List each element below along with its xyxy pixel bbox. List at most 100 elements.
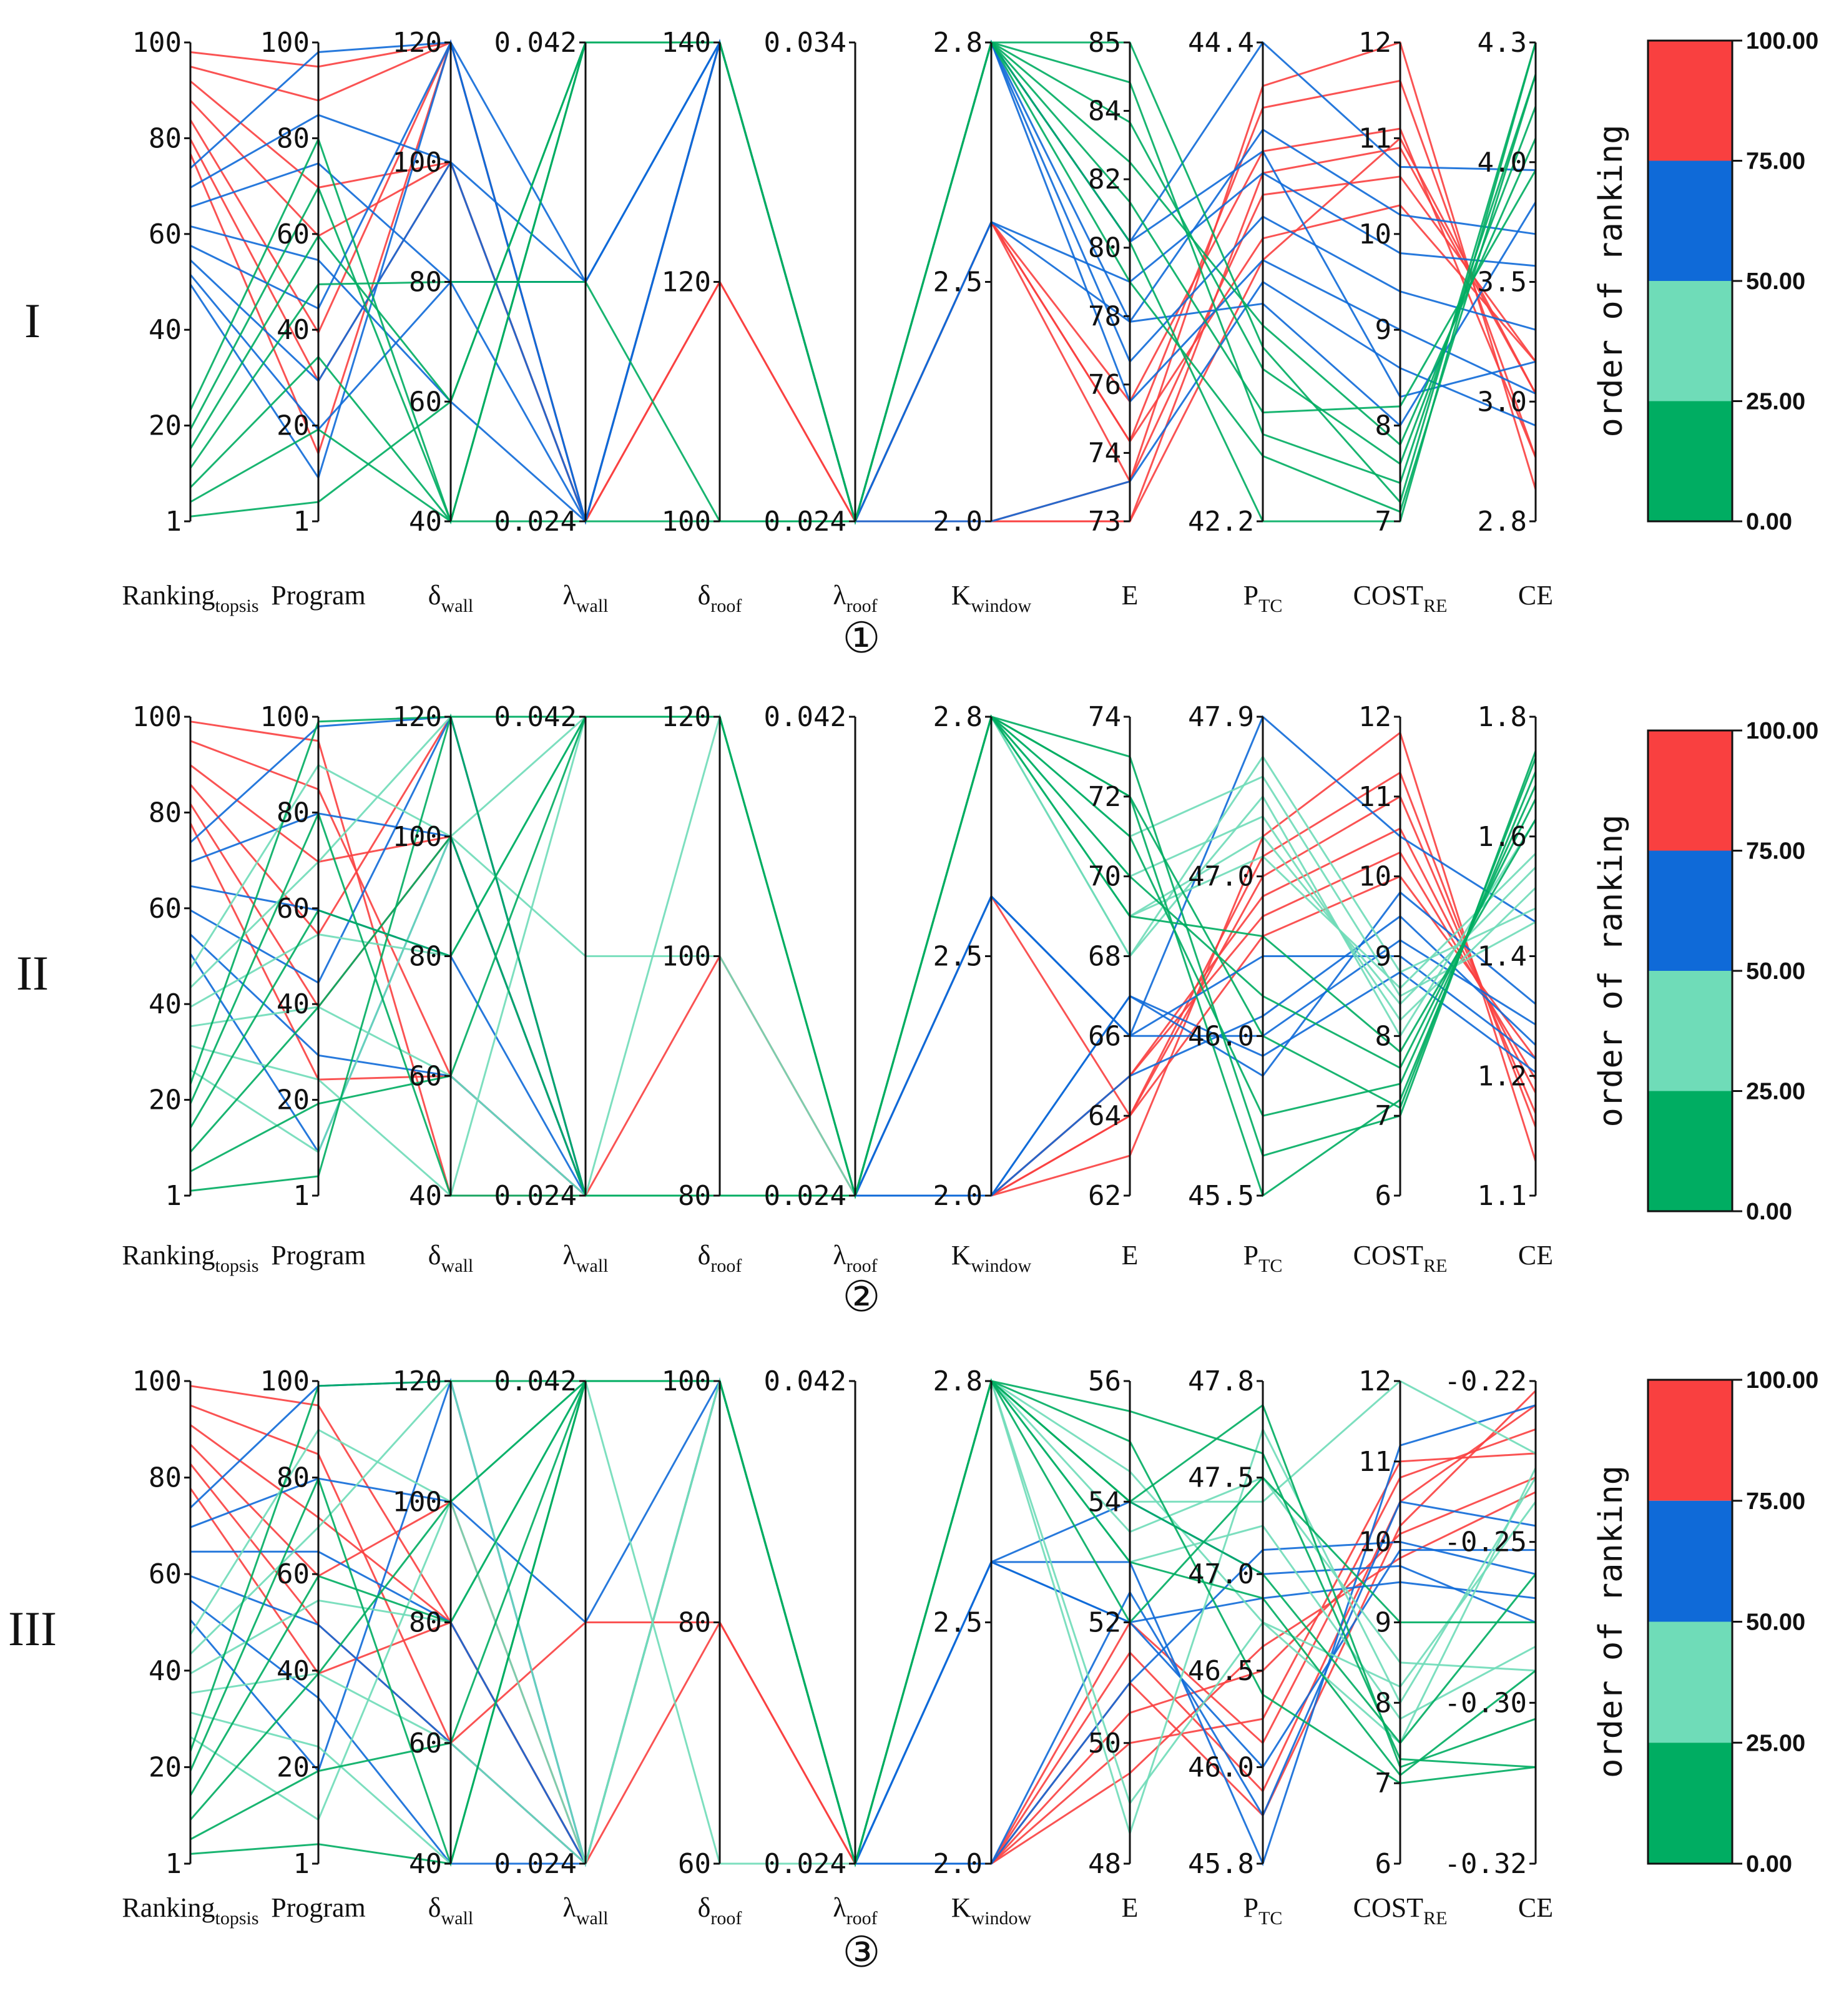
axis-name-lroof: λroof xyxy=(833,1892,877,1929)
colorbar-tick-label: 50.00 xyxy=(1746,268,1805,295)
tick-label-kwin: 2.5 xyxy=(933,1607,983,1639)
tick-label-E: 73 xyxy=(1088,506,1121,538)
tick-label-rank: 100 xyxy=(132,1365,182,1397)
colorbar: 100.00 75.00 50.00 25.00 0.00 order of rankin… xyxy=(1592,28,1818,535)
tick-label-rank: 80 xyxy=(149,122,182,154)
tick-label-rank: 80 xyxy=(149,1462,182,1494)
colorbar-tick-label: 75.00 xyxy=(1746,838,1805,865)
colorbar-tick-label: 25.00 xyxy=(1746,1079,1805,1105)
series-1-line-4 xyxy=(190,1377,1536,1867)
tick-label-rank: 1 xyxy=(165,1180,182,1212)
axis-subscript: wall xyxy=(576,596,609,616)
tick-label-COST: 10 xyxy=(1358,219,1391,250)
tick-label-PTC: 47.0 xyxy=(1188,1558,1254,1590)
tick-label-dwall: 120 xyxy=(393,27,442,59)
tick-label-program: 1 xyxy=(293,1848,310,1880)
tick-label-program: 1 xyxy=(293,506,310,538)
tick-label-E: 72 xyxy=(1088,781,1121,813)
axis-subscript: wall xyxy=(441,1256,474,1276)
tick-label-droof: 120 xyxy=(662,267,711,298)
tick-label-program: 100 xyxy=(260,27,310,59)
axis-name-PTC: PTC xyxy=(1243,1892,1283,1929)
tick-label-COST: 12 xyxy=(1358,701,1391,733)
tick-label-COST: 11 xyxy=(1358,1446,1391,1478)
tick-label-E: 74 xyxy=(1088,437,1121,469)
tick-label-E: 76 xyxy=(1088,369,1121,401)
axis-subscript: roof xyxy=(846,1908,878,1929)
tick-label-program: 40 xyxy=(277,988,310,1020)
tick-label-lwall: 0.042 xyxy=(494,1365,577,1397)
tick-label-program: 20 xyxy=(277,1751,310,1783)
colorbar-segment xyxy=(1648,1380,1732,1501)
colorbar: 100.00 75.00 50.00 25.00 0.00 order of rankin… xyxy=(1592,1367,1818,1877)
tick-label-dwall: 60 xyxy=(409,386,442,418)
tick-label-E: 52 xyxy=(1088,1607,1121,1639)
tick-label-droof: 100 xyxy=(662,506,711,538)
axis-name-dwall: δwall xyxy=(428,1240,473,1276)
axis-subscript: RE xyxy=(1423,596,1447,616)
tick-label-PTC: 47.9 xyxy=(1188,701,1254,733)
tick-label-COST: 8 xyxy=(1375,1687,1392,1719)
tick-label-PTC: 46.0 xyxy=(1188,1751,1254,1783)
axis-name-program: Program xyxy=(271,580,366,611)
axis-subscript: topsis xyxy=(215,596,259,616)
tick-label-kwin: 2.5 xyxy=(933,267,983,298)
tick-label-CE: -0.32 xyxy=(1444,1848,1527,1880)
tick-label-kwin: 2.8 xyxy=(933,701,983,733)
tick-label-E: 48 xyxy=(1088,1848,1121,1880)
tick-label-E: 50 xyxy=(1088,1728,1121,1759)
tick-label-COST: 6 xyxy=(1375,1848,1392,1880)
axis-name-E: E xyxy=(1122,580,1139,611)
axis-name-kwin: Kwindow xyxy=(951,1240,1032,1276)
colorbar-tick-label: 0.00 xyxy=(1746,509,1792,535)
tick-label-program: 80 xyxy=(277,1462,310,1494)
colorbar-tick-label: 0.00 xyxy=(1746,1851,1792,1877)
axis-name-PTC: PTC xyxy=(1243,1240,1283,1276)
panel-2: 100 80 60 40 20 1 Rankingtopsis 100 80 60 40 20 1 Pro… xyxy=(16,701,1818,1322)
axis-subscript: wall xyxy=(441,1908,474,1929)
axis-name-lwall: λwall xyxy=(563,1892,609,1929)
tick-label-kwin: 2.0 xyxy=(933,1180,983,1212)
colorbar-segment xyxy=(1648,730,1732,851)
tick-label-program: 20 xyxy=(277,410,310,442)
tick-label-CE: 1.6 xyxy=(1478,821,1527,853)
tick-label-dwall: 40 xyxy=(409,1848,442,1880)
tick-label-droof: 100 xyxy=(662,941,711,973)
tick-label-kwin: 2.5 xyxy=(933,941,983,973)
axis-name-lwall: λwall xyxy=(563,1240,609,1276)
tick-label-COST: 7 xyxy=(1375,1100,1392,1132)
tick-label-dwall: 120 xyxy=(393,701,442,733)
tick-label-lroof: 0.024 xyxy=(764,506,846,538)
series-1-line-1 xyxy=(190,812,1536,1197)
tick-label-CE: 1.2 xyxy=(1478,1060,1527,1092)
axis-name-COST: COSTRE xyxy=(1353,580,1448,616)
tick-label-rank: 80 xyxy=(149,797,182,829)
tick-label-dwall: 80 xyxy=(409,267,442,298)
colorbar-title: order of ranking xyxy=(1592,815,1630,1128)
axis-subscript: roof xyxy=(710,1908,742,1929)
colorbar-tick-label: 25.00 xyxy=(1746,389,1805,415)
colorbar-segment xyxy=(1648,41,1732,161)
tick-label-rank: 20 xyxy=(149,1751,182,1783)
tick-label-droof: 100 xyxy=(662,1365,711,1397)
colorbar-title: order of ranking xyxy=(1592,1465,1630,1778)
tick-label-PTC: 45.8 xyxy=(1188,1848,1254,1880)
panel-caption: ② xyxy=(843,1272,881,1322)
tick-label-E: 56 xyxy=(1088,1365,1121,1397)
series-0-line-0 xyxy=(190,720,1537,1197)
axis-name-CE: CE xyxy=(1518,1240,1553,1271)
tick-label-dwall: 100 xyxy=(393,147,442,179)
tick-label-rank: 60 xyxy=(149,1558,182,1590)
tick-label-CE: 1.8 xyxy=(1478,701,1527,733)
tick-label-CE: 1.1 xyxy=(1478,1180,1527,1212)
panel-caption: ① xyxy=(843,614,881,663)
tick-label-PTC: 44.4 xyxy=(1188,27,1254,59)
axis-subscript: RE xyxy=(1423,1908,1447,1929)
tick-label-COST: 11 xyxy=(1358,781,1391,813)
axis-name-droof: δroof xyxy=(698,1240,742,1276)
tick-label-program: 80 xyxy=(277,122,310,154)
row-label: II xyxy=(16,946,49,1000)
axis-name-program: Program xyxy=(271,1892,366,1923)
tick-label-droof: 120 xyxy=(662,701,711,733)
tick-label-CE: 4.3 xyxy=(1478,27,1527,59)
